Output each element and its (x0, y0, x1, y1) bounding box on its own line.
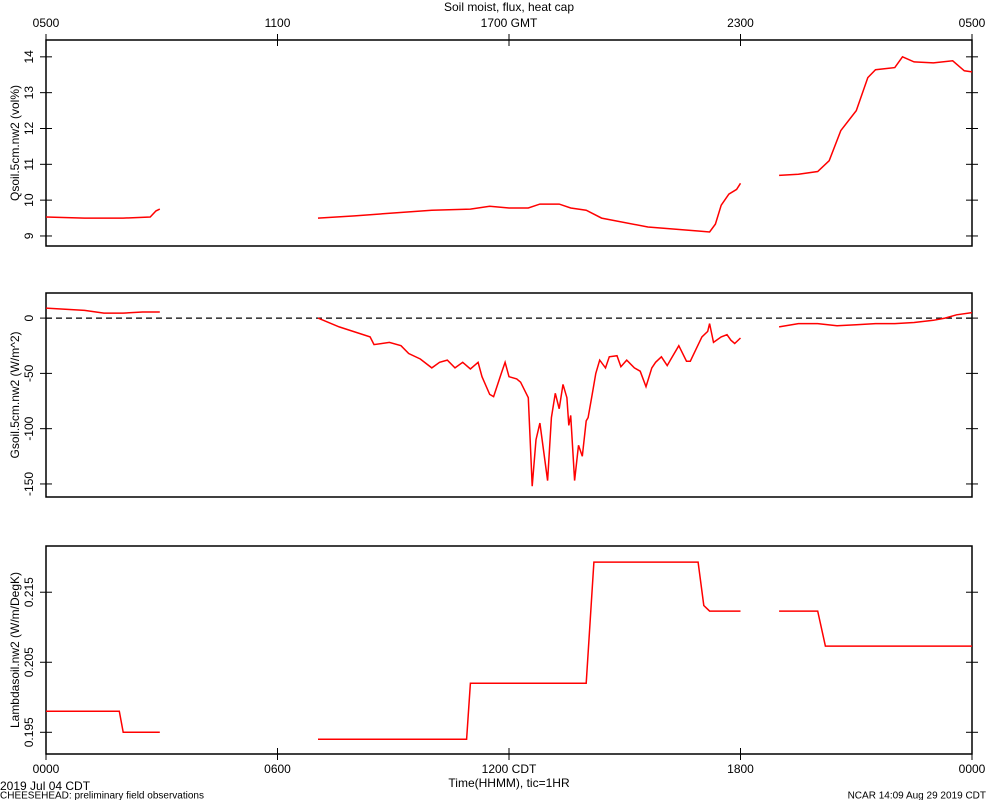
y-tick-label: 0 (22, 314, 36, 321)
x-axis-label: Time(HHMM), tic=1HR (448, 776, 570, 790)
y-tick-label: 0.205 (22, 647, 36, 677)
footer-stamp: NCAR 14:09 Aug 29 2019 CDT (848, 791, 986, 800)
y-tick-label: 12 (22, 121, 36, 135)
y-tick-label: 0.215 (22, 577, 36, 607)
x-tick-label: 1200 CDT (482, 762, 537, 776)
chart-title: Soil moist, flux, heat cap (444, 0, 574, 14)
x-tick-label: 0600 (264, 762, 291, 776)
x-tick-label: 1800 (727, 762, 754, 776)
y-axis-label: Qsoil.5cm.nw2 (vol%) (8, 85, 22, 201)
y-tick-label: -100 (22, 416, 36, 440)
x-tick-label: 0000 (959, 762, 986, 776)
y-tick-label: 10 (22, 193, 36, 207)
y-tick-label: 0.195 (22, 717, 36, 747)
plot-frame (45, 39, 973, 247)
x2-tick-label: 1100 (265, 16, 291, 30)
x2-tick-label: 0500 (33, 16, 60, 30)
plot-frame (45, 292, 973, 498)
footer-date: 2019 Jul 04 CDT (0, 779, 91, 793)
data-line (45, 55, 973, 233)
data-line (45, 307, 973, 487)
data-line (46, 561, 972, 741)
plot-frame (45, 545, 973, 755)
x2-tick-label: 1700 GMT (481, 16, 538, 30)
y-axis-label: Gsoil.5cm.nw2 (W/m^2) (8, 332, 22, 459)
y-tick-label: -50 (22, 364, 36, 382)
x2-tick-label: 0500 (959, 16, 986, 30)
y-axis-label: Lambdasoil.nw2 (W/m/DegK) (8, 572, 22, 728)
y-tick-label: 9 (22, 232, 36, 239)
y-tick-label: 11 (22, 158, 36, 171)
x-tick-label: 0000 (33, 762, 60, 776)
x2-tick-label: 2300 (727, 16, 754, 30)
y-tick-label: 13 (22, 86, 36, 100)
y-tick-label: 14 (22, 50, 36, 64)
y-tick-label: -150 (22, 472, 36, 496)
footer-project: CHEESEHEAD: preliminary field observatio… (0, 791, 204, 800)
